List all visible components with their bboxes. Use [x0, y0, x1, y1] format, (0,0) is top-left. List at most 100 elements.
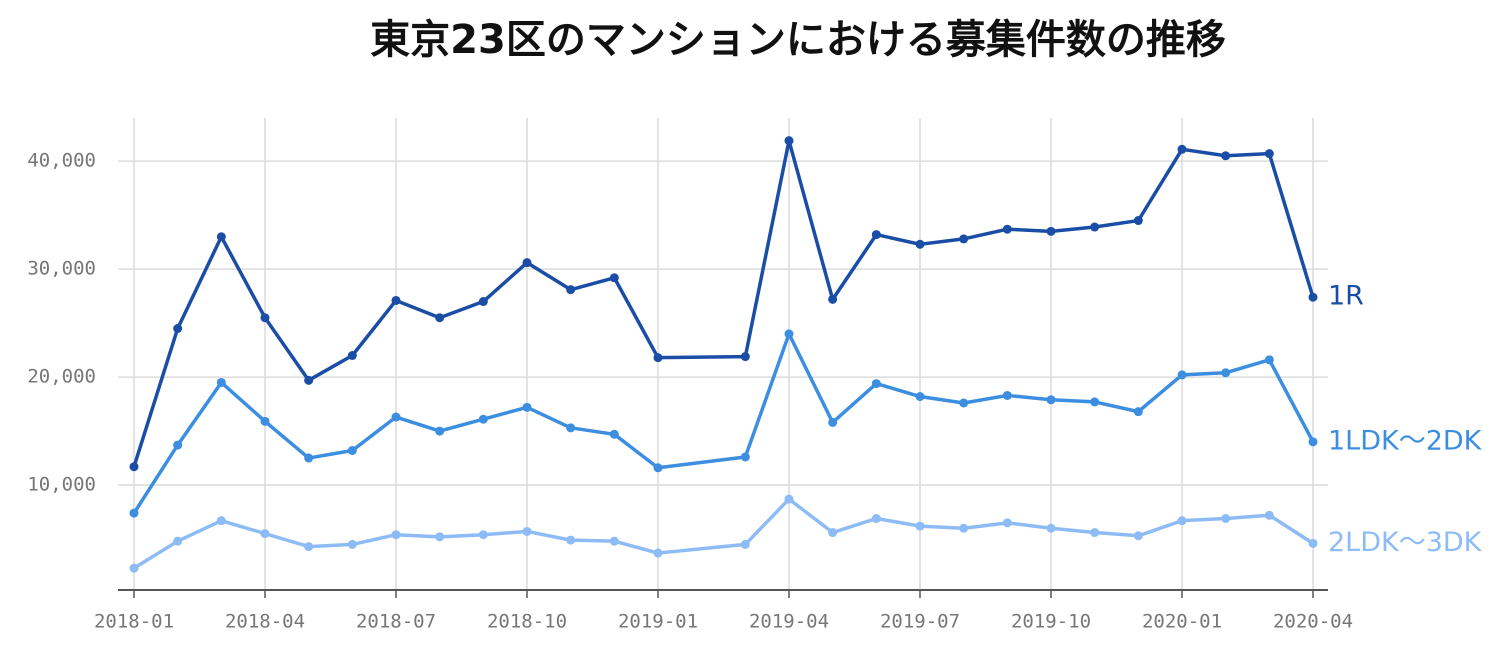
x-tick-label: 2019-10	[1011, 611, 1091, 633]
data-point	[871, 379, 881, 389]
data-point	[304, 542, 314, 552]
y-tick-label: 20,000	[27, 366, 96, 388]
data-point	[609, 273, 619, 283]
data-point	[1177, 144, 1187, 154]
data-point	[522, 258, 532, 268]
data-point	[260, 313, 270, 323]
data-point	[566, 423, 576, 433]
series-label: 1R	[1328, 281, 1364, 312]
data-point	[959, 234, 969, 244]
data-point	[566, 535, 576, 545]
data-point	[216, 377, 226, 387]
data-point	[391, 412, 401, 422]
data-point	[740, 539, 750, 549]
data-point	[1133, 216, 1143, 226]
data-point	[871, 514, 881, 524]
data-point	[1090, 222, 1100, 232]
y-tick-label: 10,000	[27, 474, 96, 496]
data-point	[915, 239, 925, 249]
data-point	[1046, 395, 1056, 405]
data-point	[653, 353, 663, 363]
data-point	[1308, 437, 1318, 447]
data-point	[566, 285, 576, 295]
data-point	[609, 536, 619, 546]
data-point	[828, 528, 838, 538]
data-point	[1090, 528, 1100, 538]
data-point	[609, 429, 619, 439]
x-tick-label: 2020-04	[1273, 611, 1353, 633]
series-label: 2LDK～3DK	[1328, 527, 1483, 558]
data-point	[478, 530, 488, 540]
x-tick-label: 2018-01	[94, 611, 174, 633]
data-point	[828, 417, 838, 427]
data-point	[740, 452, 750, 462]
data-point	[216, 232, 226, 242]
data-point	[1308, 538, 1318, 548]
data-point	[1221, 368, 1231, 378]
x-tick-label: 2019-04	[749, 611, 829, 633]
data-point	[435, 532, 445, 542]
data-point	[915, 392, 925, 402]
data-point	[391, 530, 401, 540]
data-point	[1002, 518, 1012, 528]
data-point	[1046, 523, 1056, 533]
data-point	[1133, 407, 1143, 417]
data-point	[784, 329, 794, 339]
data-point	[1046, 226, 1056, 236]
data-point	[1264, 149, 1274, 159]
data-point	[347, 539, 357, 549]
x-tick-label: 2020-01	[1142, 611, 1222, 633]
data-point	[653, 548, 663, 558]
series-line	[132, 332, 1315, 515]
data-point	[1221, 151, 1231, 161]
x-tick-label: 2018-07	[356, 611, 436, 633]
x-tick-label: 2019-07	[880, 611, 960, 633]
data-point	[216, 516, 226, 526]
data-point	[1090, 397, 1100, 407]
data-point	[1133, 531, 1143, 541]
data-point	[915, 521, 925, 531]
data-point	[435, 426, 445, 436]
data-point	[784, 136, 794, 146]
data-point	[1177, 370, 1187, 380]
data-point	[304, 375, 314, 385]
data-point	[435, 313, 445, 323]
series-label: 1LDK～2DK	[1328, 425, 1483, 456]
data-point	[260, 416, 270, 426]
y-tick-label: 40,000	[27, 150, 96, 172]
data-point	[1264, 510, 1274, 520]
data-point	[1002, 224, 1012, 234]
data-point	[1002, 390, 1012, 400]
x-tick-label: 2018-10	[487, 611, 567, 633]
data-point	[173, 536, 183, 546]
data-point	[129, 462, 139, 472]
data-point	[304, 453, 314, 463]
data-point	[129, 508, 139, 518]
chart-title: 東京23区のマンションにおける募集件数の推移	[370, 17, 1226, 63]
data-point	[959, 398, 969, 408]
data-point	[522, 526, 532, 536]
data-point	[522, 402, 532, 412]
data-point	[653, 463, 663, 473]
data-point	[1264, 355, 1274, 365]
data-point	[347, 446, 357, 455]
data-point	[391, 295, 401, 305]
data-point	[828, 294, 838, 304]
data-point	[871, 230, 881, 240]
data-point	[129, 563, 139, 573]
data-point	[173, 324, 183, 334]
x-tick-label: 2019-01	[618, 611, 698, 633]
data-point	[478, 297, 488, 307]
data-point	[347, 351, 357, 360]
y-tick-label: 30,000	[27, 258, 96, 280]
data-point	[173, 440, 183, 450]
data-point	[1308, 292, 1318, 302]
data-point	[784, 494, 794, 504]
data-point	[1221, 514, 1231, 524]
data-point	[260, 529, 270, 539]
data-point	[1177, 516, 1187, 526]
data-point	[478, 414, 488, 424]
x-tick-label: 2018-04	[225, 611, 305, 633]
series-line	[132, 138, 1315, 468]
